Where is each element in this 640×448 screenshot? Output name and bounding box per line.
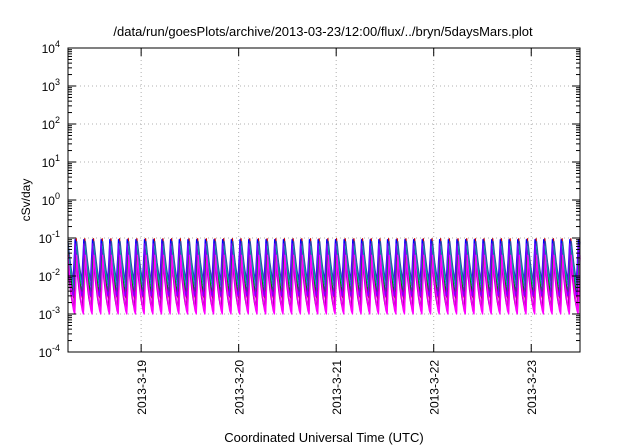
y-tick-base: 10 (39, 270, 53, 284)
y-tick-base: 10 (42, 118, 56, 132)
x-ticks: 2013-3-19 2013-3-20 2013-3-21 2013-3-22 2013… (135, 48, 539, 415)
y-tick-exponent: 4 (55, 39, 60, 49)
y-tick-label: 101 (42, 153, 60, 170)
y-tick-label: 104 (42, 39, 60, 56)
y-tick-label: 103 (42, 77, 60, 94)
series-group (67, 238, 581, 315)
y-tick-exponent: 1 (55, 153, 60, 163)
y-tick-base: 10 (42, 156, 56, 170)
x-tick-label: 2013-3-21 (330, 360, 344, 415)
y-tick-base: 10 (42, 42, 56, 56)
series-line (67, 254, 581, 312)
y-tick-label: 10-2 (39, 267, 60, 284)
y-tick-exponent: 3 (55, 77, 60, 87)
y-tick-base: 10 (39, 232, 53, 246)
x-axis-label: Coordinated Universal Time (UTC) (224, 430, 423, 445)
y-tick-exponent: -1 (52, 229, 60, 239)
y-tick-label: 10-3 (39, 305, 60, 322)
x-tick-label: 2013-3-23 (525, 360, 539, 415)
x-tick-label: 2013-3-20 (233, 360, 247, 415)
y-tick-base: 10 (42, 80, 56, 94)
x-tick-label: 2013-3-22 (428, 360, 442, 415)
y-tick-exponent: 2 (55, 115, 60, 125)
y-tick-label: 102 (42, 115, 60, 132)
y-tick-label: 10-4 (39, 343, 60, 360)
x-tick-label: 2013-3-19 (135, 360, 149, 415)
chart-title: /data/run/goesPlots/archive/2013-03-23/1… (113, 24, 533, 39)
y-tick-exponent: -4 (52, 343, 60, 353)
y-tick-label: 10-1 (39, 229, 60, 246)
y-tick-exponent: -2 (52, 267, 60, 277)
y-tick-base: 10 (42, 194, 56, 208)
y-tick-base: 10 (39, 308, 53, 322)
y-tick-exponent: -3 (52, 305, 60, 315)
y-tick-label: 100 (42, 191, 60, 208)
y-tick-exponent: 0 (55, 191, 60, 201)
y-axis-label: cSv/day (19, 179, 33, 222)
y-tick-base: 10 (39, 346, 53, 360)
